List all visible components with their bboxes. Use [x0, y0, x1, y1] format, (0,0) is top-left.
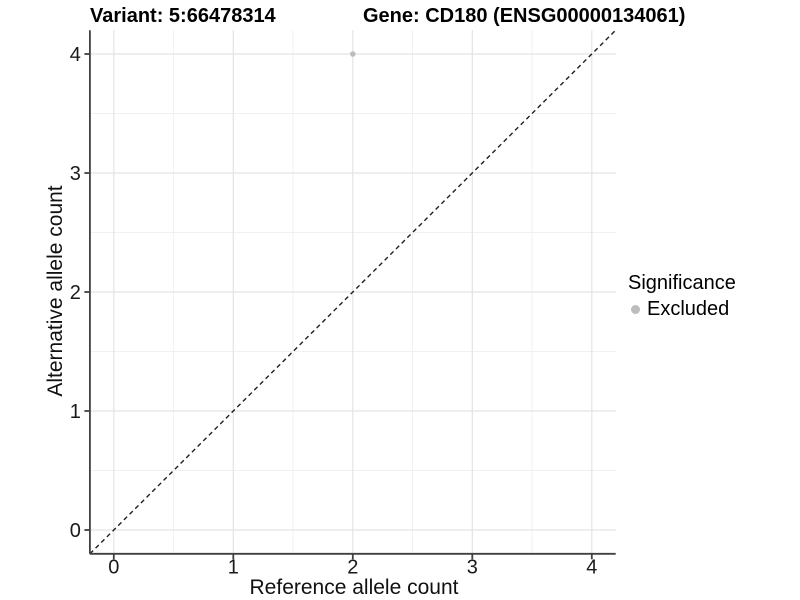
legend-entry-excluded: Excluded	[628, 297, 736, 321]
y-tick-label: 1	[70, 401, 81, 423]
x-tick-label: 4	[586, 556, 597, 578]
legend: Significance Excluded	[628, 271, 736, 321]
y-axis-title: Alternative allele count	[44, 185, 67, 397]
x-tick-label: 3	[467, 556, 478, 578]
plot-title-variant: Variant: 5:66478314	[90, 5, 276, 27]
y-tick-label: 2	[70, 282, 81, 304]
legend-point-icon	[631, 304, 640, 314]
identity-line	[89, 29, 617, 555]
y-tick-label: 0	[70, 520, 81, 542]
data-point	[350, 51, 356, 57]
x-axis-title: Reference allele count	[249, 576, 459, 599]
x-tick-label: 2	[347, 556, 358, 578]
y-tick-label: 3	[70, 163, 81, 185]
x-tick-label: 0	[108, 556, 119, 578]
y-tick-label: 4	[70, 44, 81, 66]
legend-entry-label: Excluded	[647, 298, 730, 320]
x-tick-label: 1	[228, 556, 239, 578]
plot-title-gene: Gene: CD180 (ENSG00000134061)	[363, 5, 686, 27]
legend-title: Significance	[628, 272, 736, 294]
